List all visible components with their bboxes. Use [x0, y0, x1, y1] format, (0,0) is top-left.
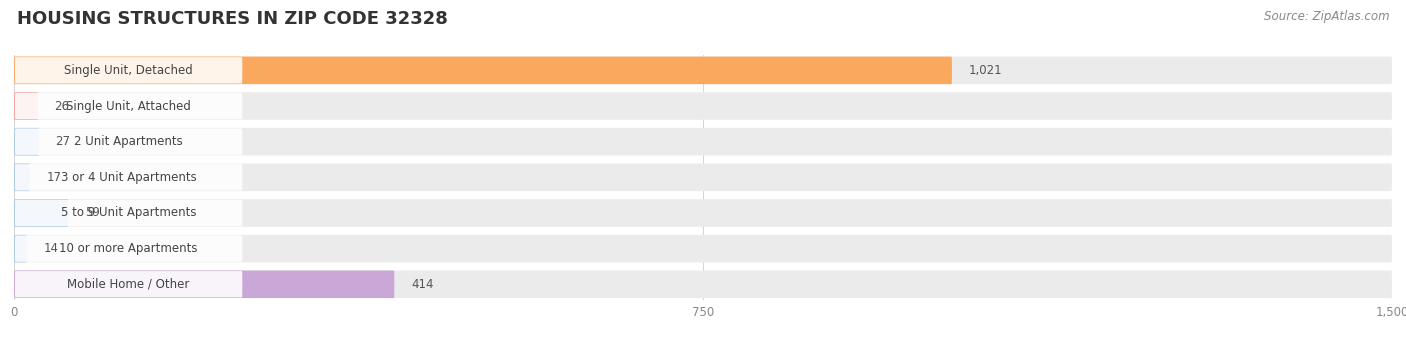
FancyBboxPatch shape — [15, 129, 242, 155]
FancyBboxPatch shape — [15, 200, 242, 226]
Text: Single Unit, Attached: Single Unit, Attached — [66, 100, 191, 113]
Text: 14: 14 — [44, 242, 59, 255]
FancyBboxPatch shape — [14, 128, 39, 155]
FancyBboxPatch shape — [14, 164, 1392, 191]
FancyBboxPatch shape — [14, 92, 38, 120]
FancyBboxPatch shape — [15, 93, 242, 119]
Text: 59: 59 — [84, 206, 100, 220]
Text: Single Unit, Detached: Single Unit, Detached — [65, 64, 193, 77]
FancyBboxPatch shape — [15, 271, 242, 297]
Text: 5 to 9 Unit Apartments: 5 to 9 Unit Apartments — [60, 206, 197, 220]
Text: 3 or 4 Unit Apartments: 3 or 4 Unit Apartments — [60, 171, 197, 184]
FancyBboxPatch shape — [14, 235, 1392, 263]
Text: 17: 17 — [46, 171, 62, 184]
Text: HOUSING STRUCTURES IN ZIP CODE 32328: HOUSING STRUCTURES IN ZIP CODE 32328 — [17, 10, 447, 28]
FancyBboxPatch shape — [14, 57, 1392, 84]
Text: 27: 27 — [55, 135, 70, 148]
Text: Mobile Home / Other: Mobile Home / Other — [67, 278, 190, 291]
Text: 10 or more Apartments: 10 or more Apartments — [59, 242, 198, 255]
Text: 414: 414 — [411, 278, 433, 291]
FancyBboxPatch shape — [14, 128, 1392, 155]
FancyBboxPatch shape — [15, 164, 242, 191]
Text: Source: ZipAtlas.com: Source: ZipAtlas.com — [1264, 10, 1389, 23]
FancyBboxPatch shape — [14, 199, 69, 227]
Text: 2 Unit Apartments: 2 Unit Apartments — [75, 135, 183, 148]
FancyBboxPatch shape — [15, 57, 242, 84]
FancyBboxPatch shape — [15, 235, 242, 262]
Text: 26: 26 — [55, 100, 69, 113]
FancyBboxPatch shape — [14, 92, 1392, 120]
FancyBboxPatch shape — [14, 235, 27, 263]
Text: 1,021: 1,021 — [969, 64, 1002, 77]
FancyBboxPatch shape — [14, 164, 30, 191]
FancyBboxPatch shape — [14, 57, 952, 84]
FancyBboxPatch shape — [14, 199, 1392, 227]
FancyBboxPatch shape — [14, 270, 1392, 298]
FancyBboxPatch shape — [14, 270, 394, 298]
